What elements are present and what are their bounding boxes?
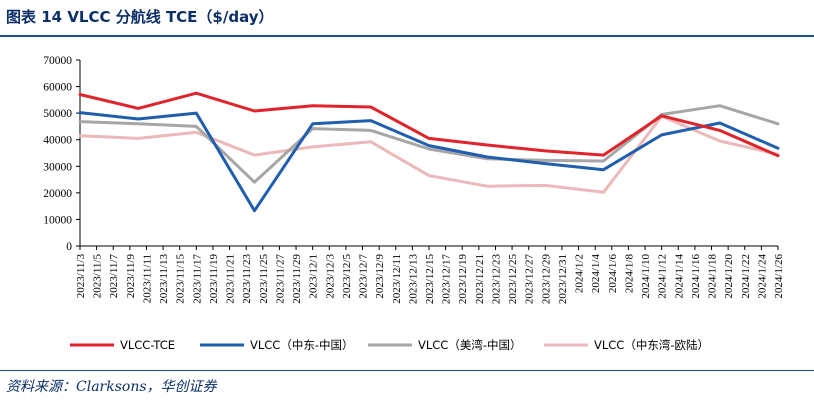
- x-tick-label: 2024/1/10: [640, 254, 652, 299]
- x-tick-label: 2023/11/19: [208, 254, 220, 304]
- legend-label-1: VLCC-TCE: [120, 338, 175, 352]
- x-tick-label: 2023/11/5: [92, 254, 104, 299]
- x-tick-label: 2023/12/7: [358, 254, 370, 299]
- x-tick-label: 2023/12/29: [540, 254, 552, 305]
- x-tick-label: 2023/11/13: [158, 254, 170, 304]
- series-line-4: [78, 114, 780, 194]
- series-line-1: [78, 91, 780, 158]
- x-tick-label: 2023/12/19: [457, 254, 469, 305]
- legend-label-2: VLCC（中东-中国）: [250, 338, 353, 352]
- header-rule: [0, 35, 814, 37]
- y-tick-label: 70000: [43, 55, 72, 67]
- series-line-2: [78, 111, 780, 213]
- legend-label-4: VLCC（中东湾-欧陆）: [594, 338, 709, 352]
- x-tick-label: 2023/12/5: [341, 254, 353, 299]
- x-tick-label: 2023/11/11: [141, 254, 153, 303]
- legend-label-3: VLCC（美湾-中国）: [418, 338, 521, 352]
- x-tick-label: 2024/1/6: [607, 254, 619, 294]
- chart-title: 图表 14 VLCC 分航线 TCE（$/day）: [6, 8, 274, 26]
- x-tick-label: 2024/1/14: [673, 254, 685, 299]
- x-tick-label: 2023/12/17: [441, 254, 453, 305]
- x-tick-label: 2023/12/21: [474, 254, 486, 304]
- x-tick-label: 2023/12/27: [524, 254, 536, 305]
- y-tick-label: 40000: [43, 135, 72, 147]
- x-tick-label: 2023/11/25: [258, 254, 270, 304]
- footer-rule: [0, 370, 814, 371]
- x-tick-label: 2023/12/11: [391, 254, 403, 304]
- x-tick-label: 2023/12/23: [490, 254, 502, 305]
- x-tick-label: 2023/12/9: [374, 254, 386, 299]
- y-tick-label: 20000: [43, 188, 72, 200]
- x-tick-label: 2023/11/15: [175, 254, 187, 304]
- y-tick-label: 60000: [43, 82, 72, 94]
- x-tick-label: 2023/12/1: [308, 254, 320, 299]
- x-tick-label: 2023/11/3: [75, 254, 87, 299]
- x-tick-label: 2023/11/23: [241, 254, 253, 304]
- x-tick-label: 2023/12/15: [424, 254, 436, 305]
- x-tick-label: 2024/1/24: [756, 254, 768, 299]
- x-tick-label: 2024/1/4: [590, 254, 602, 294]
- x-tick-label: 2024/1/2: [574, 254, 586, 293]
- y-tick-label: 50000: [43, 108, 72, 120]
- x-tick-label: 2023/11/29: [291, 254, 303, 304]
- x-tick-label: 2024/1/12: [657, 254, 669, 299]
- x-tick-label: 2023/11/27: [274, 254, 286, 304]
- x-tick-label: 2024/1/16: [690, 254, 702, 299]
- x-tick-label: 2024/1/18: [707, 254, 719, 299]
- y-tick-label: 10000: [43, 214, 72, 226]
- x-tick-label: 2023/12/3: [324, 254, 336, 299]
- x-tick-label: 2023/11/7: [108, 254, 120, 299]
- x-tick-label: 2023/12/13: [407, 254, 419, 305]
- x-tick-label: 2023/11/17: [191, 254, 203, 304]
- x-tick-label: 2024/1/22: [740, 254, 752, 299]
- x-tick-label: 2024/1/8: [623, 254, 635, 294]
- x-tick-label: 2024/1/26: [773, 254, 785, 299]
- y-tick-label: 30000: [43, 161, 72, 173]
- x-tick-label: 2023/12/31: [557, 254, 569, 304]
- x-tick-label: 2024/1/20: [723, 254, 735, 299]
- x-tick-label: 2023/11/21: [225, 254, 237, 304]
- y-tick-label: 0: [66, 241, 72, 253]
- source-note: 资料来源：Clarksons，华创证券: [6, 379, 217, 395]
- x-tick-label: 2023/11/9: [125, 254, 137, 299]
- x-tick-label: 2023/12/25: [507, 254, 519, 305]
